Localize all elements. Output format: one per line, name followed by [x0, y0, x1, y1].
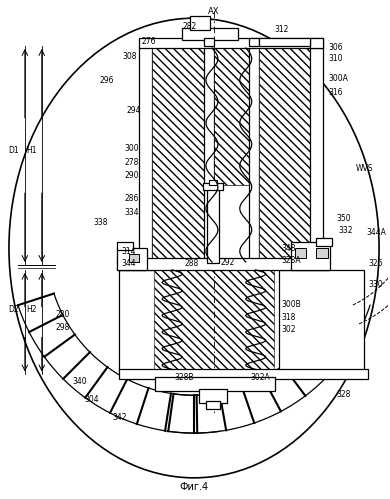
Bar [207, 188, 219, 263]
Bar [206, 401, 220, 409]
Bar [155, 377, 275, 391]
Bar [214, 185, 249, 265]
Text: WVS: WVS [356, 164, 374, 173]
Bar [139, 38, 323, 48]
Text: 348: 348 [282, 244, 296, 252]
Text: 308: 308 [123, 52, 137, 61]
Bar [190, 16, 210, 30]
Bar [117, 248, 147, 270]
Bar [310, 38, 323, 48]
Text: 350: 350 [336, 214, 351, 223]
Text: 344: 344 [121, 259, 136, 268]
Text: 300: 300 [125, 144, 139, 153]
Text: H2: H2 [27, 305, 37, 314]
Text: 298: 298 [55, 323, 70, 332]
Text: D1: D1 [9, 146, 19, 155]
Bar [249, 46, 259, 265]
Bar [249, 38, 259, 46]
Text: 304: 304 [84, 395, 99, 404]
Bar [316, 238, 332, 246]
Text: 302: 302 [282, 325, 296, 334]
Bar [259, 46, 310, 265]
Bar [204, 46, 214, 265]
Bar [119, 270, 205, 371]
Text: 300B: 300B [282, 300, 301, 309]
Bar [259, 38, 310, 46]
Bar [316, 248, 328, 258]
Text: 296: 296 [100, 76, 114, 85]
Text: 288: 288 [185, 259, 199, 268]
Text: 332: 332 [338, 226, 353, 235]
Text: 292: 292 [221, 258, 235, 267]
Bar [152, 46, 204, 265]
Bar [209, 180, 217, 185]
Bar [119, 369, 368, 379]
Text: 312: 312 [275, 24, 289, 33]
Text: 278: 278 [125, 158, 139, 167]
Bar [199, 389, 227, 403]
Bar [203, 183, 223, 190]
Text: 342: 342 [112, 413, 127, 422]
Text: D2: D2 [9, 305, 19, 314]
Bar [139, 46, 152, 265]
Bar [294, 248, 307, 258]
Bar [117, 258, 328, 270]
Text: 306: 306 [328, 42, 343, 51]
Text: 294: 294 [127, 106, 141, 115]
Text: 300A: 300A [328, 74, 348, 83]
Text: 328A: 328A [282, 256, 301, 265]
Text: 282: 282 [183, 21, 197, 30]
Bar [129, 254, 139, 262]
Text: 326: 326 [368, 259, 383, 268]
Text: 290: 290 [125, 171, 139, 180]
Text: 340: 340 [72, 377, 87, 386]
Text: AX: AX [208, 6, 220, 15]
Text: 344A: 344A [366, 228, 386, 237]
Text: 302A: 302A [251, 373, 271, 382]
Text: 316: 316 [328, 88, 343, 97]
Bar [154, 270, 274, 369]
Text: 328: 328 [336, 390, 351, 399]
Text: 286: 286 [125, 194, 139, 203]
Text: H1: H1 [27, 146, 37, 155]
Bar [117, 242, 133, 250]
Bar [214, 46, 249, 185]
Bar [310, 46, 323, 265]
Ellipse shape [9, 18, 379, 478]
Text: 334: 334 [125, 208, 139, 217]
Text: 330: 330 [368, 280, 383, 289]
Text: 314: 314 [121, 248, 136, 256]
Text: 276: 276 [142, 36, 156, 45]
Text: 280: 280 [55, 310, 70, 319]
Bar [182, 28, 238, 40]
Bar [278, 270, 364, 371]
Text: Фиг.4: Фиг.4 [179, 482, 209, 492]
Text: 328B: 328B [174, 373, 194, 382]
Bar [291, 242, 330, 270]
Text: 338: 338 [93, 218, 108, 227]
Text: 310: 310 [328, 54, 343, 63]
Text: 318: 318 [282, 313, 296, 322]
Bar [204, 38, 214, 46]
